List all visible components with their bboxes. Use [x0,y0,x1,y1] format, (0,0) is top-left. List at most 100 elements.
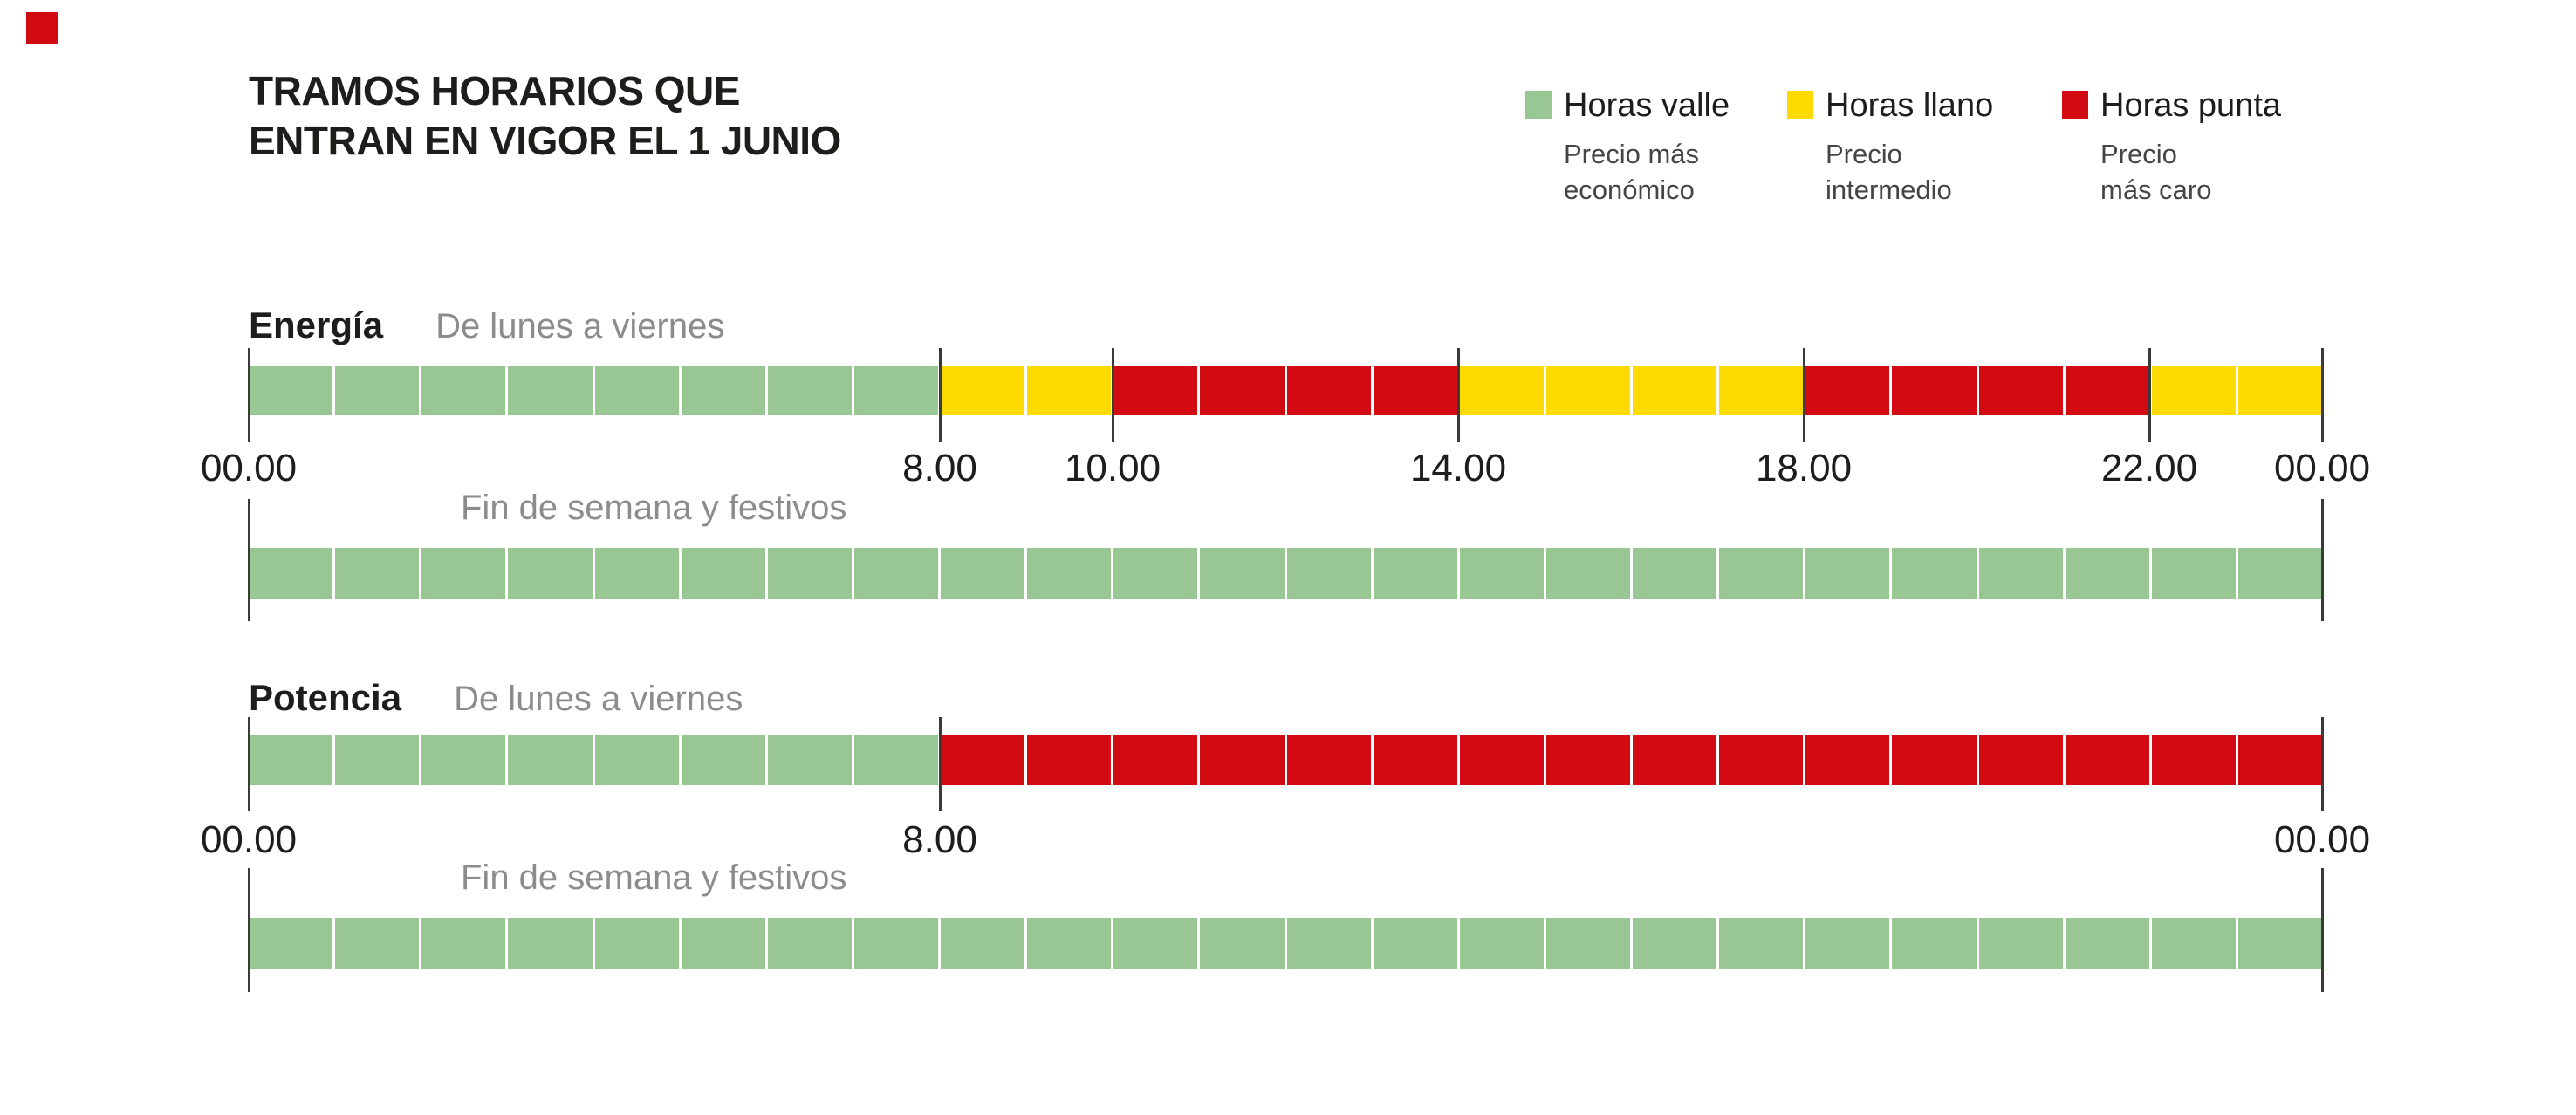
axis-label-energa-weekday-22: 22.00 [2100,447,2198,489]
row-label-energa-weekend: Fin de semana y festivos [461,489,847,527]
hour-cell-energa-weekend-2 [421,548,506,599]
tick-energa-weekday-0 [247,348,250,442]
hour-cell-potencia-weekday-17 [1719,735,1804,785]
hour-cell-potencia-weekday-21 [2065,735,2149,785]
hour-cell-potencia-weekend-17 [1719,918,1804,969]
legend-desc-punta: Precio más caro [2100,136,2211,208]
tick-potencia-weekday-8 [938,717,942,811]
hour-cell-energa-weekday-18 [1805,366,1890,415]
hour-cell-energa-weekday-4 [594,366,679,415]
tick-potencia-weekend-24 [2320,868,2324,992]
hour-cell-potencia-weekend-4 [594,918,679,969]
legend-desc-line2: más caro [2100,174,2212,205]
tick-energa-weekday-24 [2320,348,2324,442]
hour-cell-potencia-weekday-19 [1892,735,1977,785]
hour-cell-potencia-weekend-13 [1373,918,1457,969]
hour-cell-potencia-weekday-4 [594,735,679,785]
hour-cell-energa-weekend-14 [1459,548,1544,599]
hour-cell-potencia-weekend-5 [681,918,765,969]
hour-cell-potencia-weekday-8 [941,735,1025,785]
hour-cell-energa-weekday-12 [1286,366,1371,415]
hour-cell-energa-weekday-0 [249,366,333,415]
legend-label-valle: Horas valle [1564,87,1730,124]
hour-cell-energa-weekend-19 [1892,548,1977,599]
legend-label-punta: Horas punta [2100,87,2282,124]
hour-cell-energa-weekend-11 [1200,548,1285,599]
hour-cell-energa-weekend-8 [941,548,1025,599]
hour-cell-potencia-weekend-2 [421,918,506,969]
hour-cell-energa-weekday-23 [2237,366,2322,415]
hour-cell-energa-weekday-6 [767,366,852,415]
hour-cell-energa-weekday-22 [2151,366,2236,415]
hour-cell-potencia-weekend-20 [1978,918,2063,969]
tick-energa-weekend-0 [247,499,250,621]
axis-label-potencia-weekday-24: 00.00 [2273,818,2371,861]
hour-cell-potencia-weekend-10 [1113,918,1198,969]
hour-cell-potencia-weekday-0 [249,735,333,785]
hour-cell-energa-weekend-0 [249,548,333,599]
hour-cell-energa-weekend-18 [1805,548,1890,599]
hour-cell-energa-weekend-20 [1978,548,2063,599]
hour-cell-energa-weekend-22 [2151,548,2236,599]
hour-cell-energa-weekday-11 [1200,366,1285,415]
axis-label-energa-weekday-24: 00.00 [2273,447,2371,489]
hour-cell-energa-weekday-16 [1633,366,1717,415]
axis-label-energa-weekday-14: 14.00 [1409,447,1507,489]
legend-swatch-valle-icon [1525,91,1552,119]
hour-cell-potencia-weekend-15 [1545,918,1630,969]
tick-potencia-weekend-0 [247,868,250,992]
legend-desc-line1: Precio [1826,139,1902,169]
hour-cell-potencia-weekday-23 [2237,735,2322,785]
bar-energa-weekend [249,548,2322,599]
hour-cell-potencia-weekend-14 [1459,918,1544,969]
hour-cell-potencia-weekday-3 [508,735,593,785]
hour-cell-energa-weekend-3 [508,548,593,599]
axis-label-energa-weekday-18: 18.00 [1755,447,1853,489]
hour-cell-energa-weekend-15 [1545,548,1630,599]
bar-potencia-weekday [249,735,2322,785]
legend-desc-line1: Precio [2100,139,2177,169]
tick-energa-weekend-24 [2320,499,2324,621]
hour-cell-energa-weekday-14 [1459,366,1544,415]
hour-cell-energa-weekend-13 [1373,548,1457,599]
hour-cell-energa-weekday-13 [1373,366,1457,415]
hour-cell-energa-weekday-9 [1027,366,1112,415]
hour-cell-potencia-weekday-6 [767,735,852,785]
bar-energa-weekday [249,366,2322,415]
hour-cell-energa-weekday-15 [1545,366,1630,415]
hour-cell-potencia-weekday-16 [1633,735,1717,785]
hour-cell-potencia-weekend-22 [2151,918,2236,969]
tick-energa-weekday-18 [1802,348,1805,442]
hour-cell-potencia-weekend-23 [2237,918,2322,969]
tick-potencia-weekday-0 [247,717,250,811]
legend-desc-line2: intermedio [1826,174,1952,205]
hour-cell-energa-weekend-21 [2065,548,2149,599]
hour-cell-energa-weekday-2 [421,366,506,415]
hour-cell-energa-weekend-12 [1286,548,1371,599]
hour-cell-potencia-weekend-1 [335,918,420,969]
hour-cell-energa-weekend-5 [681,548,765,599]
section-header-potencia: Potencia De lunes a viernes [249,678,743,719]
axis-label-potencia-weekday-8: 8.00 [902,818,977,861]
hour-cell-energa-weekend-6 [767,548,852,599]
hour-cell-potencia-weekday-9 [1027,735,1112,785]
hour-cell-energa-weekday-1 [335,366,420,415]
hour-cell-potencia-weekend-7 [853,918,938,969]
tick-potencia-weekday-24 [2320,717,2324,811]
legend-desc-line1: Precio más [1564,139,1700,169]
hour-cell-potencia-weekday-13 [1373,735,1457,785]
hour-cell-potencia-weekend-3 [508,918,593,969]
hour-cell-potencia-weekday-7 [853,735,938,785]
legend-swatch-punta-icon [2062,91,2088,119]
hour-cell-potencia-weekend-11 [1200,918,1285,969]
hour-cell-energa-weekday-21 [2065,366,2149,415]
axis-label-potencia-weekday-0: 00.00 [200,818,298,861]
hour-cell-potencia-weekday-14 [1459,735,1544,785]
hour-cell-potencia-weekday-2 [421,735,506,785]
row-label-potencia-weekend: Fin de semana y festivos [461,858,847,897]
hour-cell-potencia-weekday-5 [681,735,765,785]
legend-label-llano: Horas llano [1826,87,1994,124]
hour-cell-energa-weekday-5 [681,366,765,415]
chart-title: TRAMOS HORARIOS QUE ENTRAN EN VIGOR EL 1… [249,66,841,166]
